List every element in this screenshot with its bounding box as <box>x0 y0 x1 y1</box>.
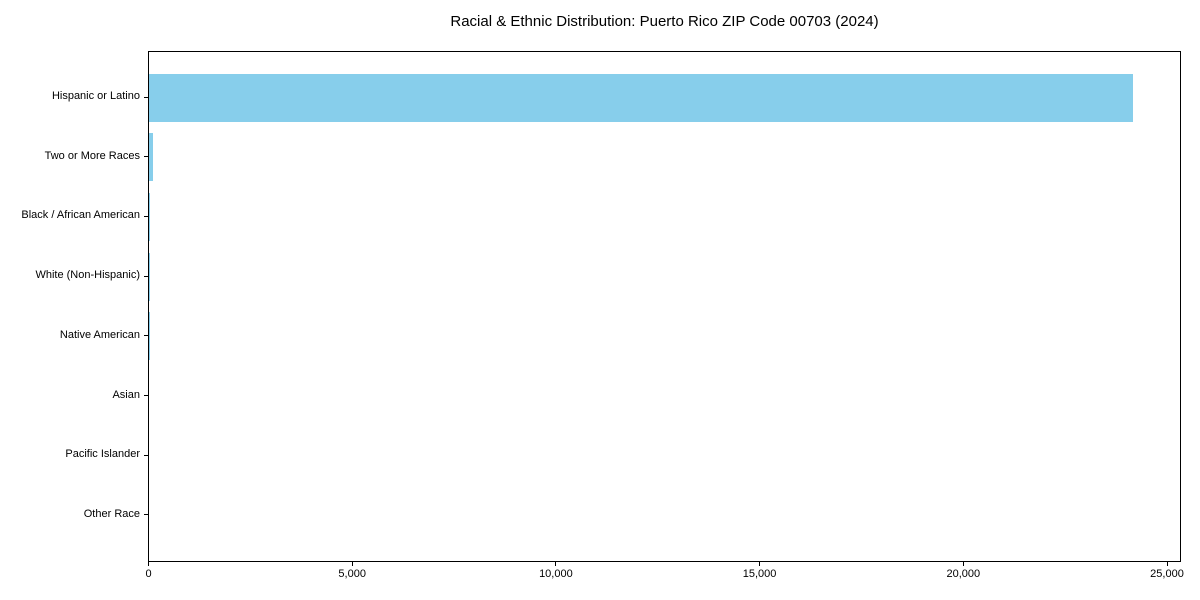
bar-white-non-hispanic- <box>149 252 150 301</box>
y-tick <box>144 395 148 396</box>
bar-hispanic-or-latino <box>149 73 1133 122</box>
y-tick <box>144 215 148 217</box>
x-axis-tick-label: 20,000 <box>946 568 981 580</box>
y-axis-label: Black / African American <box>21 209 140 222</box>
x-axis-tick-label: 15,000 <box>742 568 777 580</box>
x-tick <box>759 562 761 566</box>
y-tick <box>144 514 148 516</box>
y-tick <box>144 335 148 337</box>
x-axis-tick-label: 10,000 <box>539 568 573 580</box>
y-axis-label: Asian <box>112 388 140 401</box>
bar-native-american <box>149 312 150 361</box>
y-axis-label: Hispanic or Latino <box>51 90 140 102</box>
x-axis-tick-label: 25,000 <box>1150 568 1184 580</box>
y-tick <box>144 454 148 456</box>
bar-black-african-american <box>149 192 150 241</box>
x-tick <box>148 562 149 566</box>
chart-title: Racial & Ethnic Distribution: Puerto Ric… <box>450 13 879 30</box>
x-axis-tick-label: 0 <box>145 568 152 580</box>
y-axis-label: Pacific Islander <box>65 448 140 461</box>
y-axis-label: White (Non-Hispanic) <box>35 269 140 282</box>
y-tick <box>144 96 148 98</box>
y-tick <box>144 275 148 277</box>
y-axis-label: Native American <box>59 328 140 341</box>
y-axis-label: Two or More Races <box>44 149 140 162</box>
x-tick <box>555 562 557 566</box>
plot-area <box>148 51 1181 562</box>
bar-two-or-more-races <box>149 133 154 182</box>
y-axis-label: Other Race <box>83 507 140 520</box>
x-tick <box>351 562 353 566</box>
x-axis-tick-label: 5,000 <box>338 568 366 580</box>
x-tick <box>962 562 964 566</box>
y-tick <box>144 156 148 158</box>
x-tick <box>1166 562 1168 566</box>
